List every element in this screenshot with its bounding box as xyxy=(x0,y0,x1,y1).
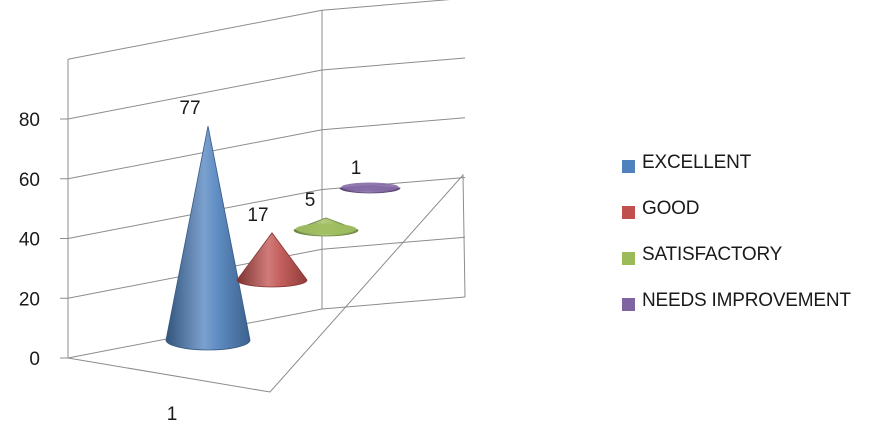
data-label: 1 xyxy=(351,158,362,179)
gridline xyxy=(67,0,451,60)
legend-swatch xyxy=(622,160,635,173)
legend-swatch xyxy=(622,298,635,311)
gridline xyxy=(67,296,466,359)
gridline xyxy=(67,117,466,180)
data-label: 77 xyxy=(179,98,200,119)
data-label: 5 xyxy=(305,190,316,211)
legend-label: SATISFACTORY xyxy=(642,244,783,265)
y-tick-label: 20 xyxy=(19,289,40,310)
cone-body xyxy=(236,232,308,288)
cone-satisfactory xyxy=(293,217,359,237)
legend-label: NEEDS IMPROVEMENT xyxy=(642,290,851,311)
y-tick-label: 60 xyxy=(19,170,40,191)
y-tick-label: 80 xyxy=(19,110,40,131)
cone-excellent xyxy=(165,125,251,351)
data-labels: 77 17 5 1 xyxy=(179,98,361,226)
x-tick-label: 1 xyxy=(167,404,178,425)
gridline xyxy=(67,57,466,120)
cone-base xyxy=(341,182,399,192)
x-axis: 1 xyxy=(167,404,178,425)
data-label: 17 xyxy=(247,205,268,226)
floor-edge xyxy=(67,173,466,393)
legend-label: GOOD xyxy=(642,198,700,219)
cone-base xyxy=(295,223,357,235)
cone-needs-improvement xyxy=(339,182,401,194)
legend-label: EXCELLENT xyxy=(642,152,752,173)
cone-good xyxy=(236,232,308,288)
legend-swatch xyxy=(622,252,635,265)
legend-swatch xyxy=(622,206,635,219)
y-tick-label: 0 xyxy=(29,349,40,370)
cone-body xyxy=(165,125,251,351)
y-tick-label: 40 xyxy=(19,230,40,251)
cone-series xyxy=(165,125,401,351)
y-axis: 0 20 40 60 80 xyxy=(19,110,68,370)
chart-walls xyxy=(67,0,466,393)
